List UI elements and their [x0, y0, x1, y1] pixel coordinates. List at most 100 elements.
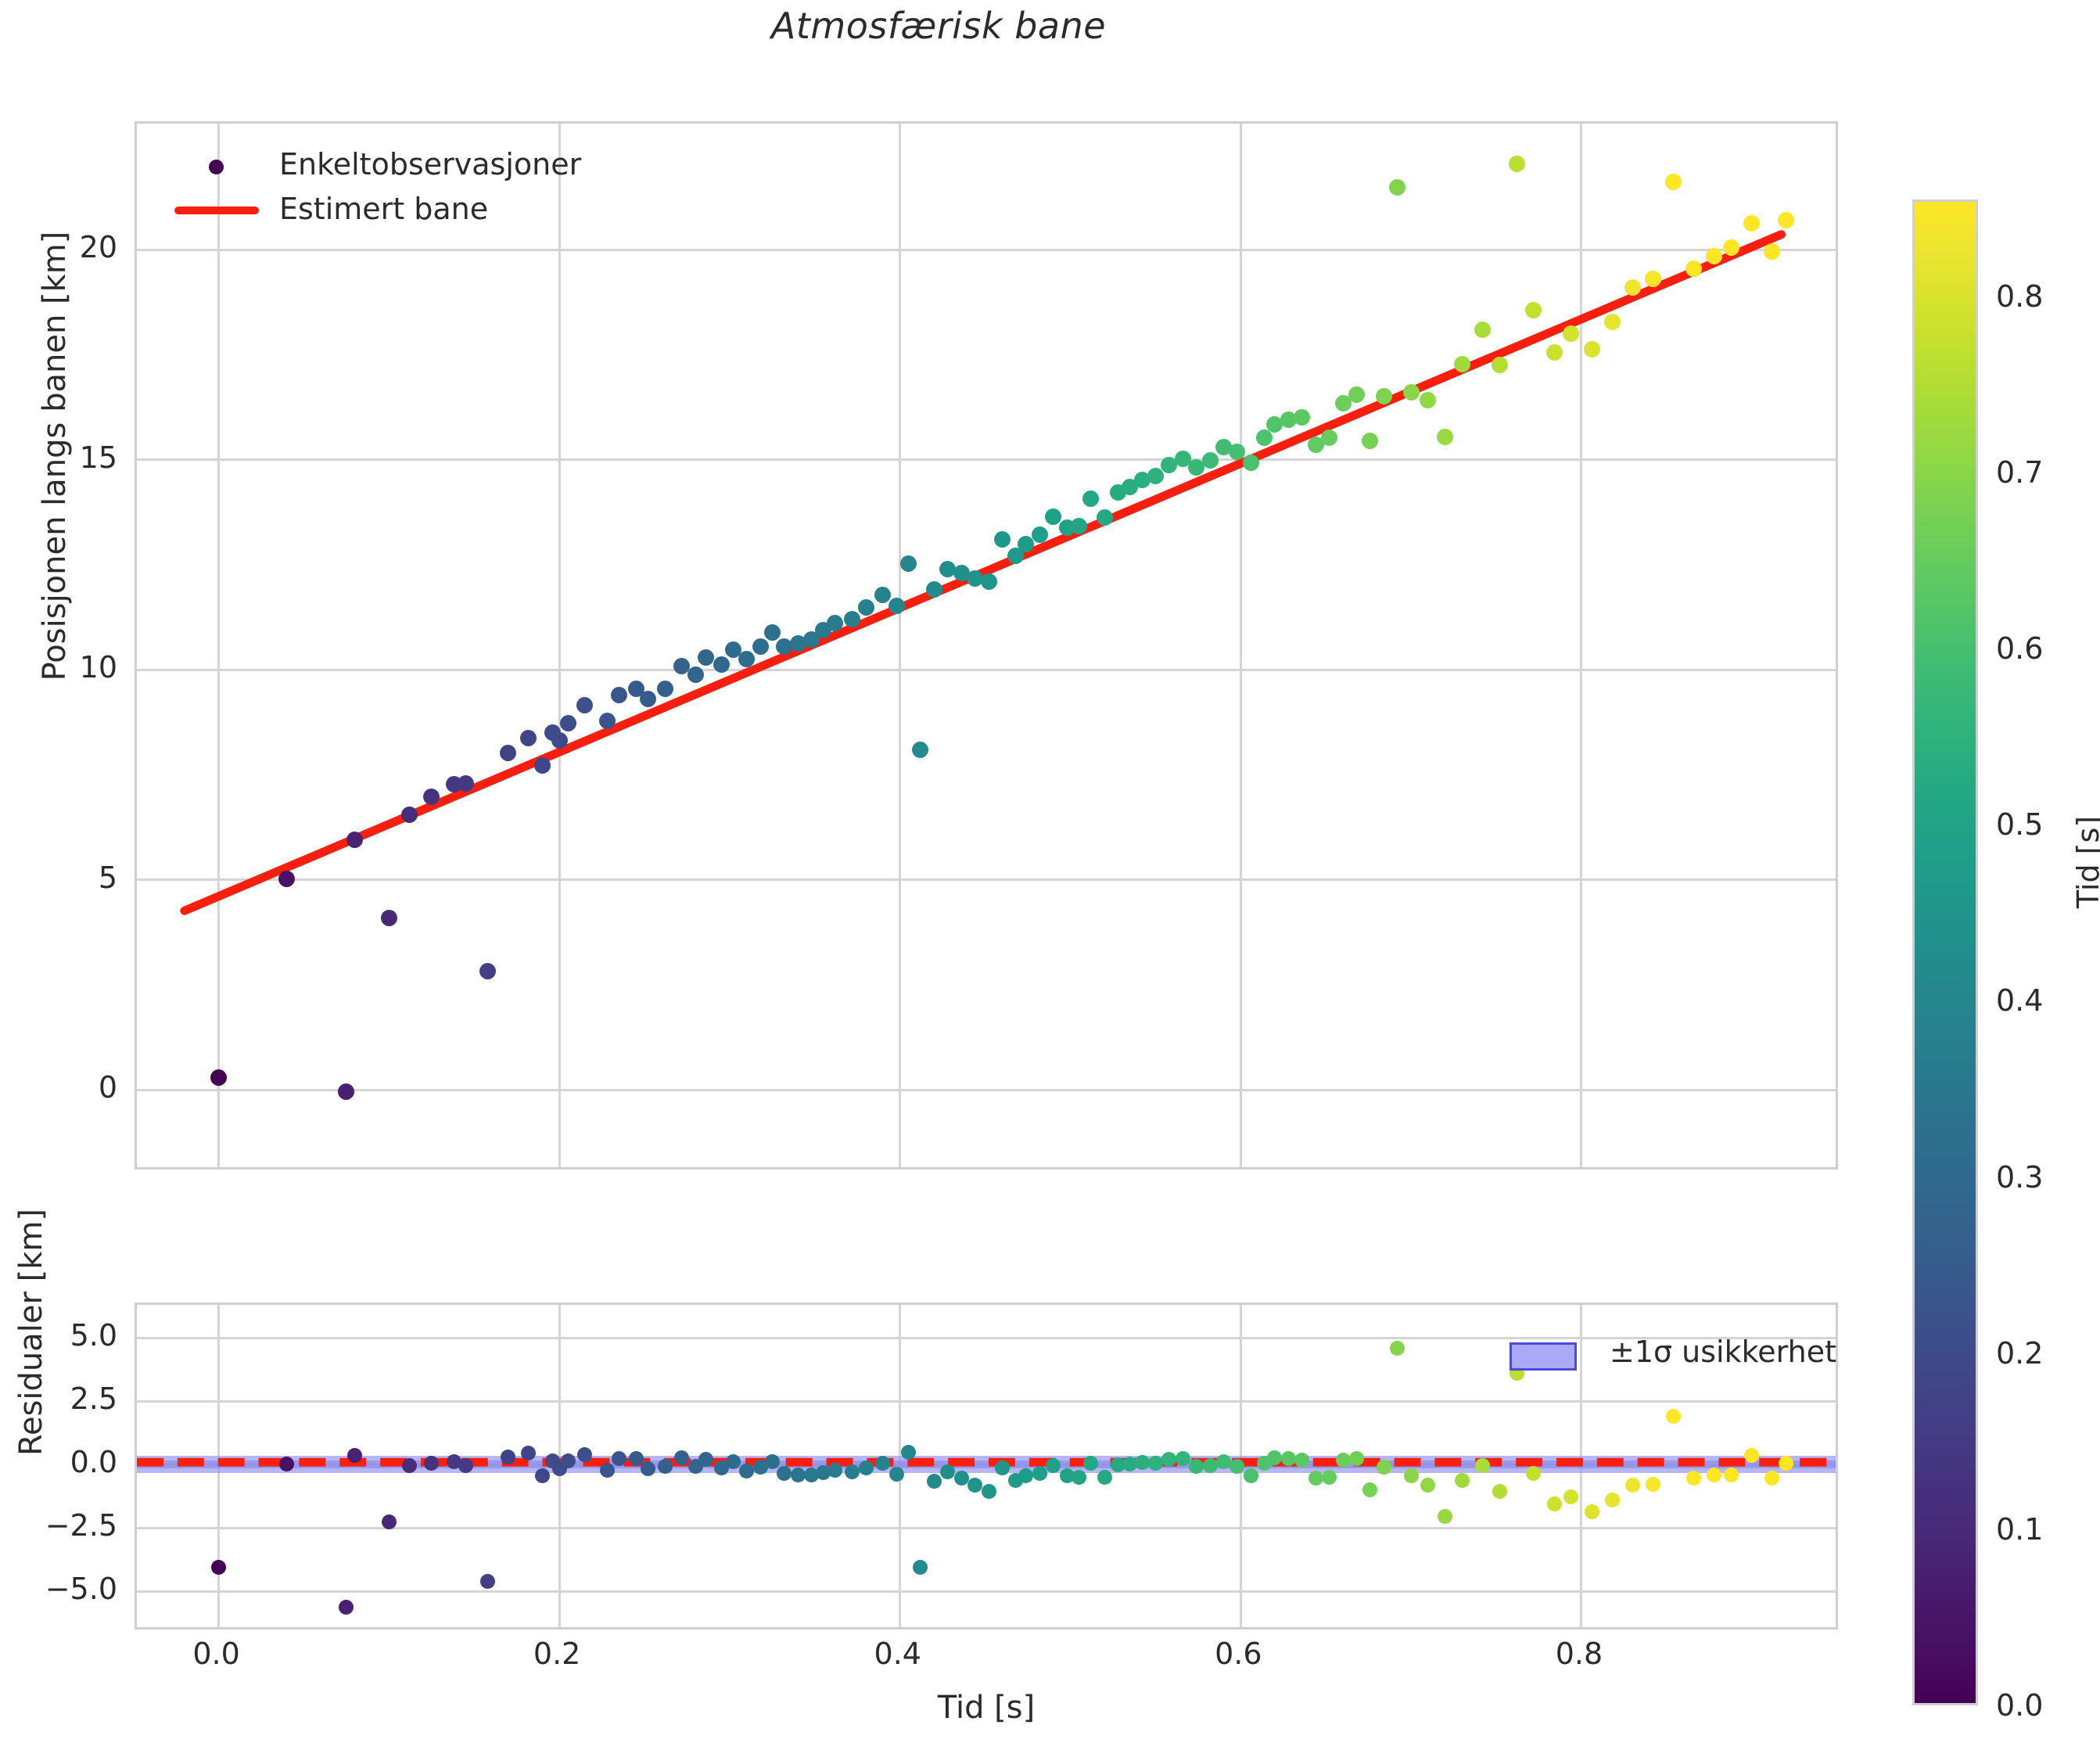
residual-point [1018, 1468, 1034, 1484]
residual-point [1229, 1459, 1245, 1475]
y-tick-label: 5 [98, 860, 117, 895]
residual-point [1604, 1493, 1620, 1507]
gridline-horizontal [137, 1590, 1836, 1593]
colorbar-tick-label: 0.0 [1996, 1688, 2044, 1723]
residual-point [611, 1450, 626, 1466]
data-point [1229, 444, 1246, 461]
data-point [639, 691, 656, 708]
residual-point [1526, 1465, 1542, 1481]
residual-point [1420, 1477, 1436, 1493]
residual-point [803, 1468, 819, 1483]
data-point [278, 870, 296, 887]
data-point [598, 713, 616, 730]
data-point [1437, 428, 1454, 445]
data-point [1491, 357, 1508, 374]
gridline-horizontal [137, 1088, 1836, 1091]
residual-point [752, 1459, 768, 1475]
y-tick-label: 15 [79, 440, 117, 475]
residual-point [1666, 1409, 1682, 1425]
data-point [1402, 384, 1420, 401]
residual-point [599, 1462, 615, 1478]
residual-point [981, 1483, 996, 1499]
data-point [673, 658, 691, 675]
gridline-horizontal [137, 1526, 1836, 1529]
colorbar-tick-label: 0.5 [1996, 807, 2044, 843]
data-point [1082, 490, 1100, 507]
residual-point [1335, 1452, 1351, 1468]
residual-point [875, 1456, 891, 1471]
data-point [1420, 391, 1437, 408]
residual-point [1376, 1459, 1391, 1475]
residual-point [994, 1460, 1010, 1475]
residual-point [777, 1465, 792, 1481]
data-point [500, 745, 517, 762]
residual-point [424, 1456, 440, 1471]
data-point [1133, 471, 1151, 488]
colorbar-tick-label: 0.7 [1996, 455, 2044, 490]
residual-point [279, 1456, 295, 1471]
data-point [857, 599, 874, 616]
data-point [1174, 451, 1191, 468]
residual-point [1294, 1452, 1310, 1468]
residual-point [1348, 1450, 1364, 1466]
residual-point [1778, 1456, 1793, 1471]
residual-point [1546, 1496, 1562, 1511]
residual-plot-axes [135, 1302, 1838, 1629]
data-point [1375, 387, 1392, 404]
residual-point [953, 1471, 969, 1486]
data-point [479, 963, 497, 980]
residual-point [845, 1464, 860, 1480]
residual-point [858, 1460, 874, 1475]
gridline-horizontal [137, 878, 1836, 882]
gridline-vertical [1580, 124, 1583, 1167]
gridline-vertical [1239, 124, 1242, 1167]
data-point [827, 614, 844, 631]
data-point [939, 560, 957, 577]
residual-point [1122, 1456, 1138, 1471]
residual-point [940, 1464, 956, 1480]
residual-point [713, 1460, 729, 1475]
data-point [627, 680, 644, 697]
residual-point [401, 1458, 417, 1474]
residual-point [1454, 1472, 1470, 1488]
data-point [1031, 526, 1048, 543]
residual-point [1390, 1340, 1405, 1356]
data-point [1743, 215, 1761, 232]
colorbar-tick-label: 0.1 [1996, 1511, 2044, 1547]
data-point [844, 611, 861, 628]
data-point [1563, 325, 1580, 343]
data-point [1147, 467, 1164, 484]
residual-point [1308, 1471, 1323, 1486]
data-point [1096, 509, 1113, 526]
chart-title: Atmosfærisk bane [770, 5, 1107, 47]
residual-y-tick-label: −5.0 [45, 1572, 117, 1607]
colorbar [1912, 199, 1978, 1705]
residual-point [1111, 1457, 1126, 1473]
data-point [1545, 344, 1563, 361]
residual-point [1161, 1452, 1177, 1468]
data-point [687, 667, 704, 684]
residual-y-tick-label: −2.5 [45, 1508, 117, 1543]
data-point [1280, 411, 1297, 429]
residual-point [211, 1559, 227, 1575]
data-point [1389, 179, 1406, 196]
data-point [953, 565, 970, 582]
data-point [738, 651, 756, 668]
residual-point [739, 1463, 755, 1479]
residual-point [1724, 1467, 1739, 1482]
data-point [380, 909, 397, 926]
sigma-band-swatch-icon [1509, 1342, 1577, 1371]
data-point [1321, 429, 1338, 447]
legend-entry-fit: Estimert bane [160, 187, 598, 232]
data-point [1018, 535, 1035, 552]
data-point [423, 788, 440, 805]
residual-point [521, 1446, 537, 1461]
residual-point [1097, 1470, 1112, 1486]
data-point [1453, 355, 1470, 372]
data-point [1215, 439, 1233, 456]
residual-point [501, 1449, 516, 1464]
data-point [967, 569, 984, 587]
x-tick-label: 0.4 [874, 1637, 921, 1671]
gridline-horizontal [137, 1336, 1836, 1339]
